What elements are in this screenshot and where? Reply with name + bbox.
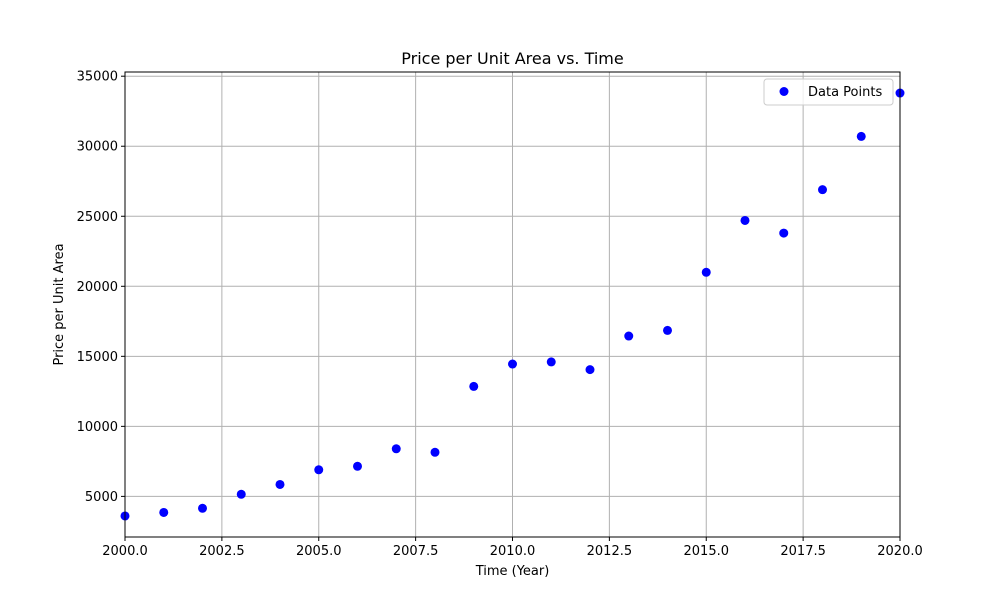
x-tick-label: 2012.5 (587, 544, 633, 559)
data-point (353, 461, 362, 471)
data-point (198, 503, 207, 513)
data-point (701, 267, 711, 277)
y-tick-label: 5000 (85, 490, 118, 505)
y-tick-label: 35000 (77, 70, 118, 85)
x-tick-label: 2007.5 (393, 544, 439, 559)
data-point (275, 479, 285, 489)
data-point (663, 325, 672, 335)
data-point (818, 185, 827, 195)
data-points (120, 88, 905, 521)
y-tick-label: 20000 (77, 280, 118, 295)
data-point (585, 365, 595, 375)
data-point (856, 131, 866, 141)
data-point (740, 215, 750, 225)
x-tick-label: 2017.5 (780, 544, 826, 559)
x-axis-label: Time (Year) (475, 564, 550, 579)
data-point (624, 331, 634, 341)
x-tick-label: 2010.0 (490, 544, 536, 559)
legend: Data Points (763, 78, 894, 106)
legend-box (763, 78, 894, 106)
y-tick-label: 30000 (77, 140, 118, 155)
x-tick-label: 2005.0 (296, 544, 342, 559)
data-point (391, 444, 401, 454)
x-tick-label: 2000.0 (102, 544, 148, 559)
x-tick-label: 2015.0 (684, 544, 730, 559)
chart-title: Price per Unit Area vs. Time (401, 49, 623, 68)
x-axis-ticks: 2000.0 2002.5 2005.0 2007.5 2010.0 2012.5 2015… (102, 537, 923, 559)
x-tick-label: 2002.5 (199, 544, 245, 559)
data-point (236, 489, 246, 499)
data-point (159, 507, 169, 517)
y-tick-label: 10000 (77, 420, 118, 435)
data-point (779, 228, 789, 238)
data-point (469, 381, 479, 391)
data-point (508, 359, 517, 369)
x-tick-label: 2020.0 (877, 544, 923, 559)
data-point (430, 447, 440, 457)
legend-label: Data Points (808, 85, 882, 100)
data-point (314, 465, 324, 475)
legend-marker (779, 87, 789, 96)
y-tick-label: 25000 (77, 210, 118, 225)
y-axis-label: Price per Unit Area (52, 243, 67, 365)
data-point (546, 357, 556, 367)
y-tick-label: 15000 (77, 350, 118, 365)
y-axis-ticks: 5000 10000 15000 20000 25000 30000 35000 (77, 70, 125, 505)
